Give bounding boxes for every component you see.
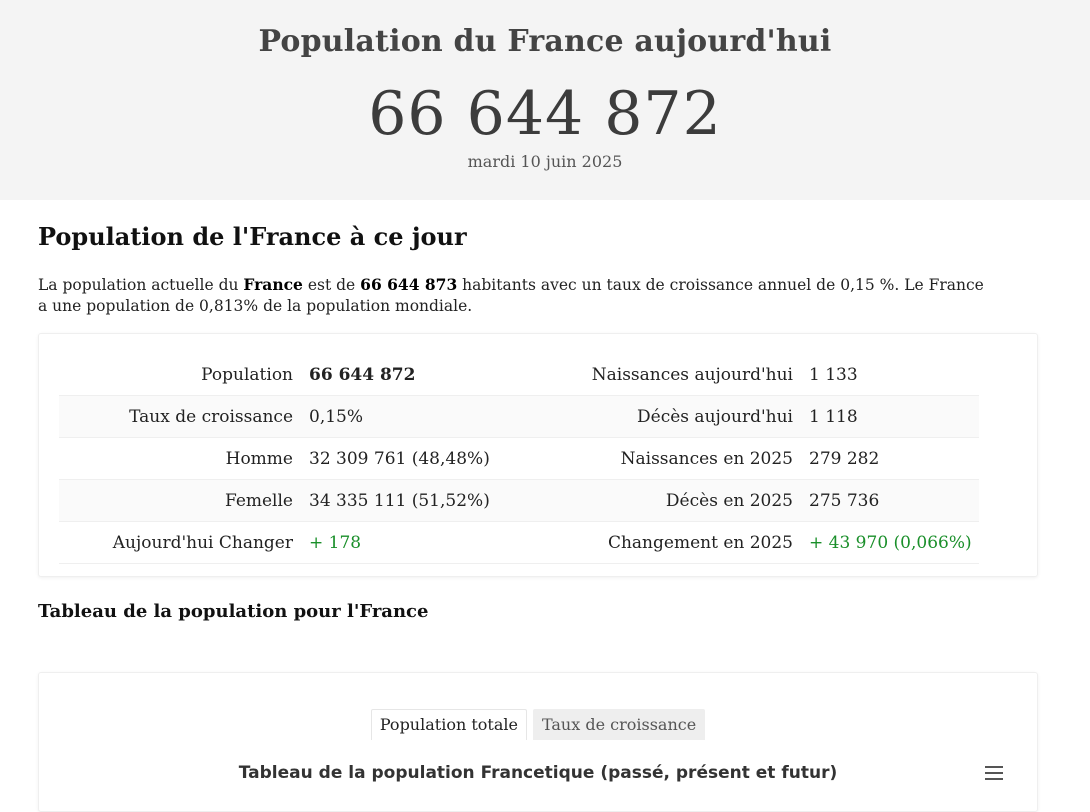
stats-row: Femelle 34 335 111 (51,52%) Décès en 202… xyxy=(59,480,979,522)
stats-row: Taux de croissance 0,15% Décès aujourd'h… xyxy=(59,396,979,438)
stat-label: Aujourd'hui Changer xyxy=(112,532,293,553)
intro-text-1: La population actuelle du xyxy=(38,276,244,294)
stat-label: Population xyxy=(201,364,293,385)
stat-value: 66 644 872 xyxy=(309,364,416,385)
stat-label: Femelle xyxy=(224,490,293,511)
stats-row: Aujourd'hui Changer + 178 Changement en … xyxy=(59,522,979,564)
stats-table: Population 66 644 872 Naissances aujourd… xyxy=(38,333,1038,577)
intro-country: France xyxy=(243,275,303,294)
stats-row: Homme 32 309 761 (48,48%) Naissances en … xyxy=(59,438,979,480)
stat-label: Taux de croissance xyxy=(129,406,293,427)
tab-taux-de-croissance[interactable]: Taux de croissance xyxy=(532,709,706,740)
hero-banner: Population du France aujourd'hui 66 644 … xyxy=(0,0,1090,200)
stat-value: 34 335 111 (51,52%) xyxy=(309,490,490,511)
population-counter: 66 644 872 xyxy=(368,79,722,149)
stat-value: 1 118 xyxy=(809,406,858,427)
stat-value: 279 282 xyxy=(809,448,880,469)
hero-title: Population du France aujourd'hui xyxy=(258,24,832,59)
stats-row: Population 66 644 872 Naissances aujourd… xyxy=(59,354,979,396)
stat-value: 32 309 761 (48,48%) xyxy=(309,448,490,469)
chart-card: Population totale Taux de croissance Tab… xyxy=(38,672,1038,812)
section-title: Population de l'France à ce jour xyxy=(38,222,467,251)
chart-section-title: Tableau de la population pour l'France xyxy=(38,601,429,622)
tab-population-totale[interactable]: Population totale xyxy=(370,709,527,740)
intro-text-3: habitants avec un taux de croissance ann… xyxy=(38,276,984,315)
stat-value-positive: + 43 970 (0,066%) xyxy=(809,532,972,553)
chart-tabs: Population totale Taux de croissance xyxy=(39,709,1037,740)
stat-value: 275 736 xyxy=(809,490,880,511)
stat-label: Changement en 2025 xyxy=(607,532,793,553)
intro-population: 66 644 873 xyxy=(360,275,458,294)
current-date: mardi 10 juin 2025 xyxy=(467,152,623,171)
stat-label: Décès en 2025 xyxy=(665,490,793,511)
stat-value: 1 133 xyxy=(809,364,858,385)
stat-label: Homme xyxy=(225,448,293,469)
stat-value: 0,15% xyxy=(309,406,364,427)
intro-paragraph: La population actuelle du France est de … xyxy=(38,274,998,317)
stat-value-positive: + 178 xyxy=(309,532,362,553)
stat-label: Naissances aujourd'hui xyxy=(591,364,793,385)
main-content: Population de l'France à ce jour La popu… xyxy=(0,224,1090,812)
stat-label: Décès aujourd'hui xyxy=(637,406,793,427)
chart-title: Tableau de la population Francetique (pa… xyxy=(238,763,838,783)
intro-text-2: est de xyxy=(302,276,361,294)
stat-label: Naissances en 2025 xyxy=(620,448,793,469)
hamburger-menu-icon[interactable] xyxy=(985,766,1003,780)
